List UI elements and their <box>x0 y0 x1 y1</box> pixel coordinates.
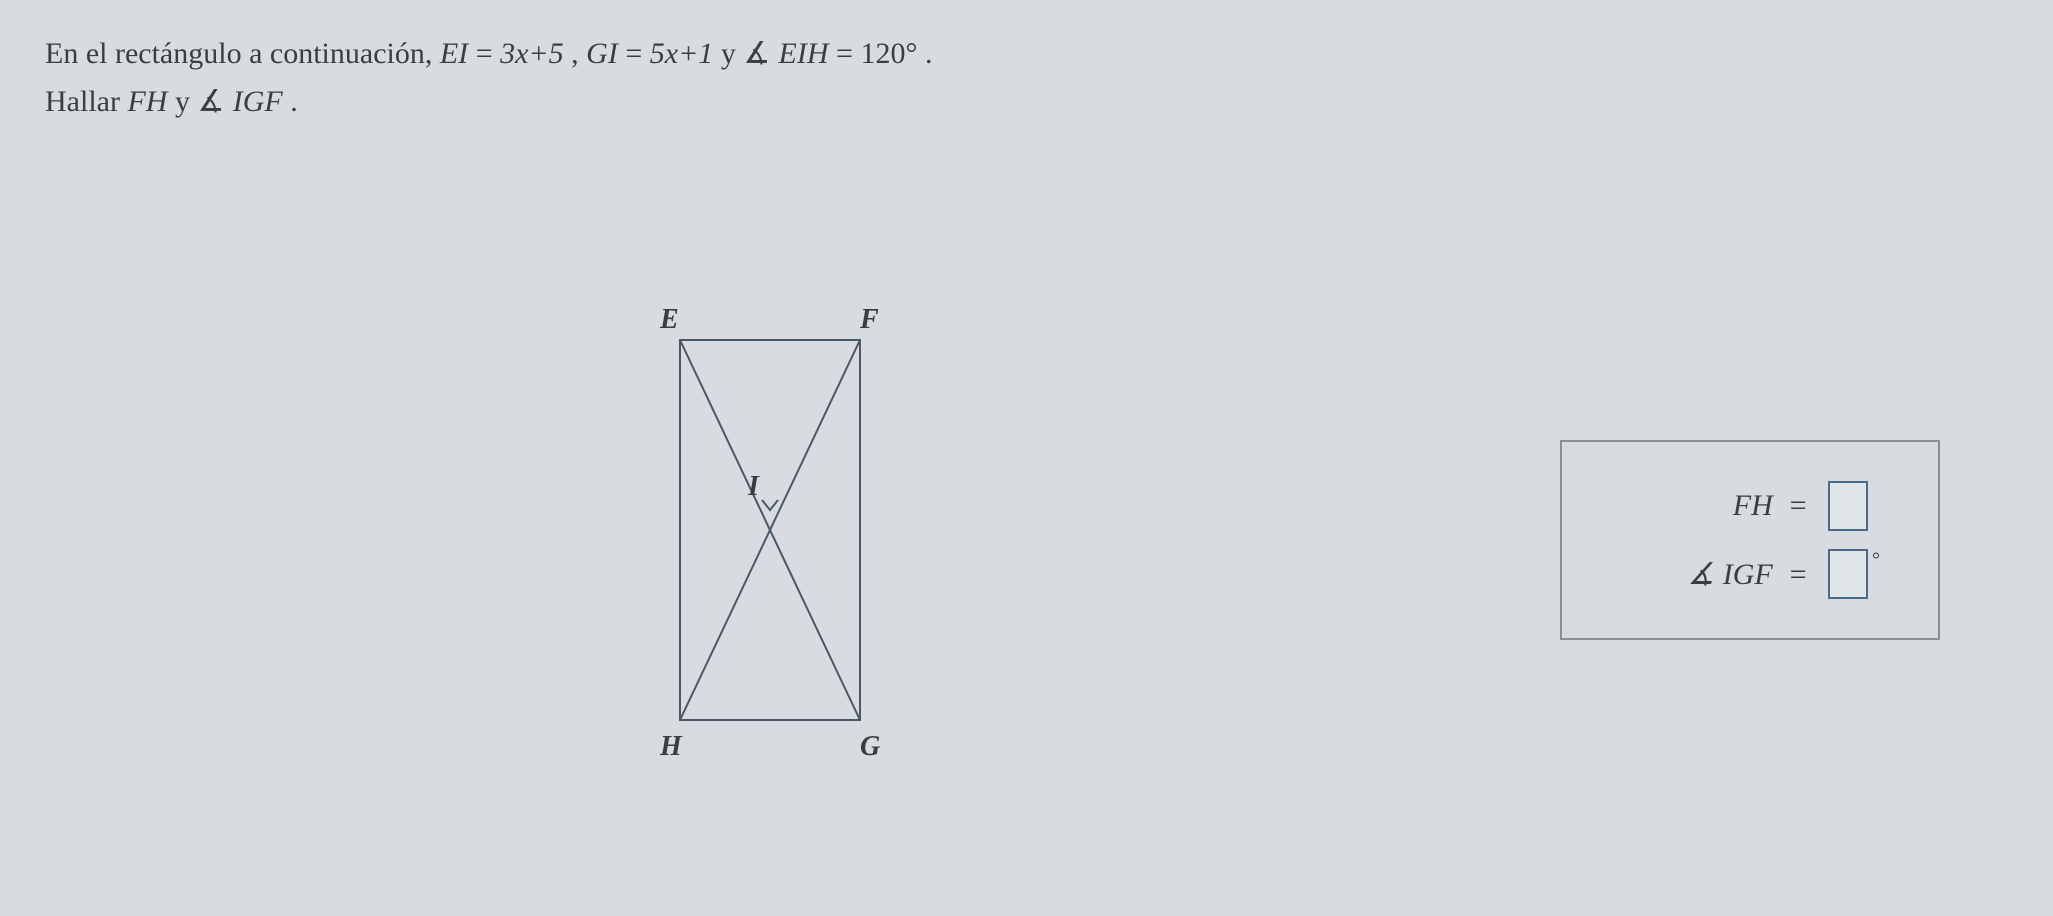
vertex-f-label: F <box>859 304 879 335</box>
igf-label: IGF <box>1723 558 1773 591</box>
find2: IGF <box>233 85 283 118</box>
equals-3: = <box>836 37 860 70</box>
figure-svg: E F G H I <box>620 270 920 790</box>
eq1-lhs: EI <box>440 37 468 70</box>
equals-1: = <box>476 37 500 70</box>
answer-panel: FH = ∡ IGF = ° <box>1560 440 1940 640</box>
fh-equals: = <box>1780 489 1808 522</box>
intersection-tick <box>762 500 778 510</box>
fh-label-wrap: FH = <box>1733 489 1808 523</box>
period-1: . <box>925 37 933 70</box>
line1-prefix: En el rectángulo a continuación, <box>45 37 440 70</box>
comma-1: , <box>571 37 586 70</box>
answer-row-fh: FH = <box>1592 481 1908 531</box>
fh-input[interactable] <box>1828 481 1868 531</box>
angle-label: EIH <box>779 37 829 70</box>
degree-symbol: ° <box>1872 549 1880 572</box>
and-text-2: y <box>175 85 198 118</box>
eq2-rhs: 5x+1 <box>650 37 714 70</box>
period-2: . <box>290 85 298 118</box>
angle-symbol-2: ∡ <box>197 85 232 118</box>
angle-symbol-1: ∡ <box>743 37 778 70</box>
vertex-e-label: E <box>659 304 679 335</box>
problem-statement: En el rectángulo a continuación, EI = 3x… <box>45 30 932 126</box>
igf-input-wrap: ° <box>1828 549 1908 599</box>
igf-label-wrap: ∡ IGF = <box>1688 557 1808 592</box>
equals-2: = <box>625 37 649 70</box>
vertex-i-label: I <box>747 471 760 502</box>
vertex-h-label: H <box>659 731 683 762</box>
igf-equals: = <box>1780 558 1808 591</box>
answer-row-igf: ∡ IGF = ° <box>1592 549 1908 599</box>
problem-line-1: En el rectángulo a continuación, EI = 3x… <box>45 30 932 78</box>
fh-input-wrap <box>1828 481 1908 531</box>
igf-input[interactable] <box>1828 549 1868 599</box>
angle-symbol-3: ∡ <box>1688 558 1723 591</box>
line2-prefix: Hallar <box>45 85 127 118</box>
eq1-rhs: 3x+5 <box>500 37 564 70</box>
problem-line-2: Hallar FH y ∡ IGF . <box>45 78 932 126</box>
fh-label: FH <box>1733 489 1773 522</box>
angle-value: 120° <box>860 37 917 70</box>
vertex-g-label: G <box>860 731 880 762</box>
and-text: y <box>721 37 744 70</box>
eq2-lhs: GI <box>586 37 618 70</box>
find1: FH <box>127 85 167 118</box>
rectangle-figure: E F G H I <box>620 270 920 790</box>
